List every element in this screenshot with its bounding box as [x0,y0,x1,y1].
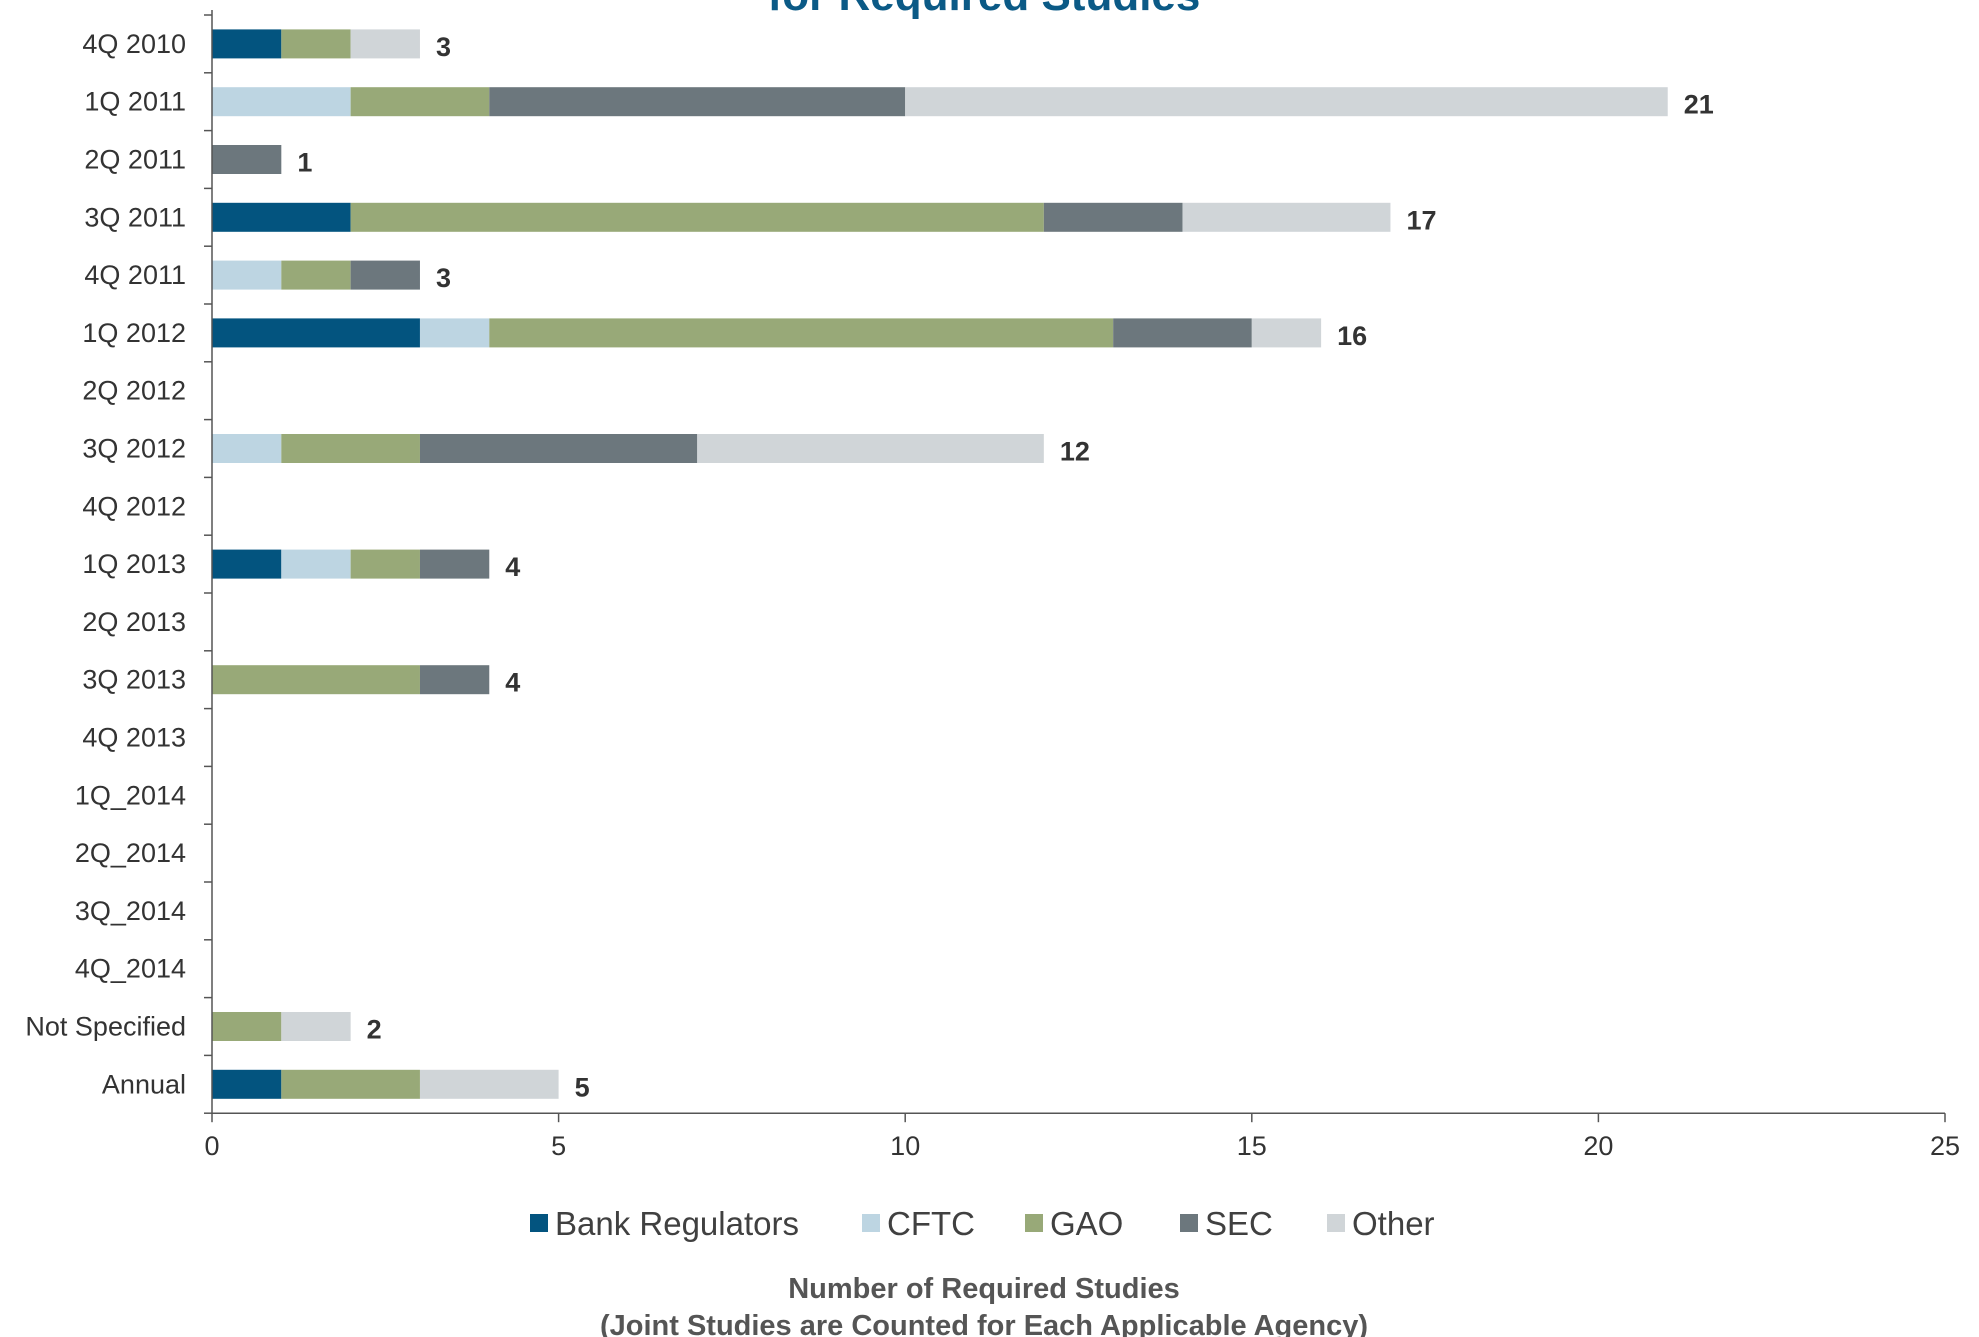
bar-segment [212,202,351,232]
legend-swatch [862,1214,880,1232]
legend-swatch [530,1214,548,1232]
total-label: 12 [1060,437,1090,467]
legend-swatch [1180,1214,1198,1232]
category-label: 3Q 2011 [84,202,186,232]
legend-label: GAO [1050,1205,1123,1242]
category-labels: 4Q 2010 1Q 2011 2Q 2011 3Q 2011 4Q 2011 1Q 20… [25,29,186,1099]
bar-segment [350,29,420,59]
bar-segment [419,1069,559,1099]
bar-segment [350,260,420,290]
bar-segment [212,145,282,174]
bar-segment [697,434,1044,463]
category-label: 2Q 2011 [84,145,186,175]
bar-segment [281,434,420,463]
category-label: 4Q 2011 [84,260,186,290]
x-tick-label: 0 [204,1131,219,1161]
category-label: 3Q_2014 [75,896,186,926]
total-label: 17 [1406,205,1436,235]
category-label: 2Q 2013 [82,607,186,637]
bar-segment [281,549,351,579]
bar-segment [212,665,420,695]
axes [204,10,1945,1114]
chart-title: for Required Studies [768,0,1201,20]
x-axis-title: Number of Required Studies [788,1273,1180,1305]
category-label: 3Q 2013 [82,665,186,695]
bar-segment [350,549,420,579]
bar-segment [281,29,351,59]
bar-segment [212,1069,282,1099]
legend-swatch [1025,1214,1043,1232]
bar-segment [905,87,1668,117]
bar-segment [419,318,490,348]
bar-segment [281,260,351,290]
total-label: 16 [1337,321,1367,351]
bar-segment [1251,318,1322,348]
total-label: 3 [436,263,451,293]
category-label: 3Q 2012 [82,434,186,464]
category-label: Not Specified [25,1012,186,1042]
total-label: 5 [575,1072,590,1102]
bar-segment [212,318,420,348]
bar-segment [212,549,282,579]
x-tick-label: 20 [1583,1131,1613,1161]
bar-segment [1182,202,1391,232]
total-label: 21 [1684,90,1714,120]
category-label: 2Q 2012 [82,376,186,406]
bar-segment [419,434,698,463]
category-label: 4Q 2012 [82,491,186,521]
bar-segment [212,1012,282,1041]
legend-swatch [1327,1214,1345,1232]
bar-segment [419,549,490,579]
bar-segment [212,260,282,290]
total-label: 1 [297,148,312,178]
category-label: 2Q_2014 [75,838,186,868]
bar-segment [1043,202,1183,232]
legend-label: SEC [1205,1205,1273,1242]
x-axis-ticks: 0 5 10 15 20 25 [204,1113,1960,1161]
category-label: 1Q 2012 [82,318,186,348]
bar-segment [419,665,490,695]
total-label: 4 [505,668,520,698]
legend-label: Bank Regulators [555,1205,799,1242]
x-tick-label: 10 [890,1131,920,1161]
legend-label: Other [1352,1205,1435,1242]
bar-segment [350,202,1044,232]
bar-segment [1113,318,1252,348]
x-tick-label: 25 [1930,1131,1960,1161]
total-label: 2 [367,1015,382,1045]
total-labels: 3 21 1 17 3 16 12 4 4 2 5 [297,32,1713,1102]
bar-segment [212,87,351,117]
bar-segment [212,29,282,59]
category-label: 1Q_2014 [75,780,186,810]
category-label: 1Q 2011 [84,87,186,117]
bars [212,29,1668,1099]
x-tick-label: 15 [1237,1131,1267,1161]
legend: Bank Regulators CFTC GAO SEC Other [530,1205,1435,1242]
bar-segment [281,1012,351,1041]
bar-segment [489,318,1114,348]
category-label: 4Q_2014 [75,954,186,984]
x-tick-label: 5 [551,1131,566,1161]
category-label: Annual [102,1069,186,1099]
bar-segment [212,434,282,463]
bar-segment [350,87,490,117]
bar-segment [281,1069,420,1099]
x-axis-subtitle: (Joint Studies are Counted for Each Appl… [600,1310,1368,1337]
bar-segment [489,87,906,117]
total-label: 4 [505,552,520,582]
total-label: 3 [436,32,451,62]
category-label: 4Q 2010 [82,29,186,59]
category-label: 1Q 2013 [82,549,186,579]
category-label: 4Q 2013 [82,723,186,753]
legend-label: CFTC [887,1205,975,1242]
